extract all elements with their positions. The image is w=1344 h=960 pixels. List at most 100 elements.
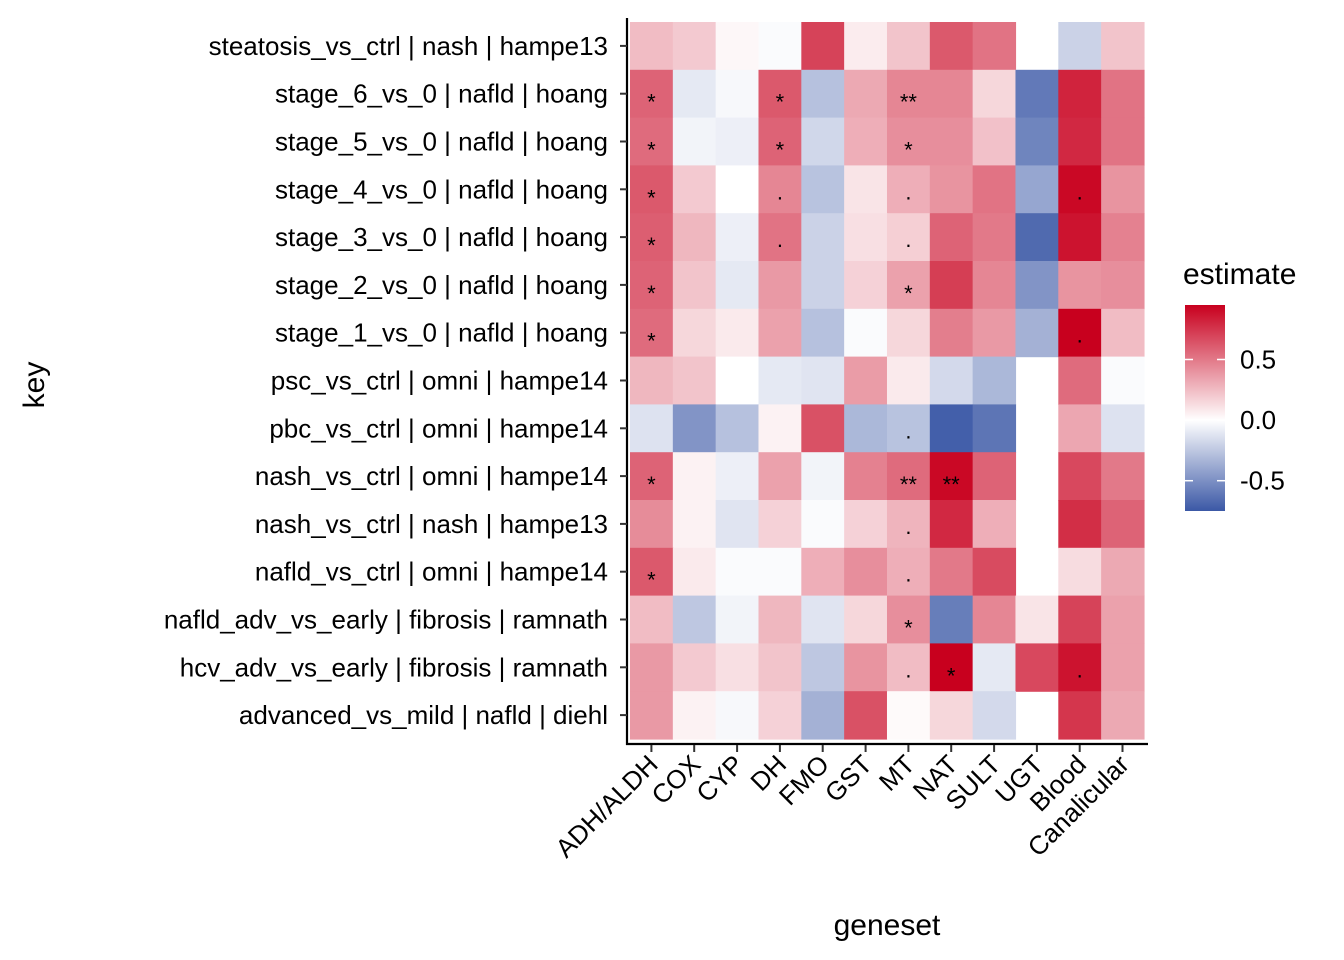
legend-tick-label: 0.0 <box>1240 405 1276 435</box>
heatmap-cell <box>886 691 931 740</box>
heatmap-cell <box>1058 691 1102 740</box>
heatmap-cell <box>672 404 717 453</box>
heatmap-cell <box>1058 643 1102 692</box>
heatmap-cell <box>630 691 674 740</box>
heatmap-cell <box>1015 643 1059 692</box>
heatmap-cell <box>758 404 802 453</box>
legend-colorbar <box>1185 305 1225 511</box>
significance-mark: * <box>904 138 913 163</box>
heatmap-cell <box>844 22 888 71</box>
significance-mark: * <box>647 329 656 354</box>
heatmap-cell <box>758 261 802 310</box>
heatmap-cell <box>672 308 717 358</box>
significance-mark: * <box>947 663 956 688</box>
y-tick-label: advanced_vs_mild | nafld | diehl <box>239 700 608 730</box>
significance-marks: * * *** * **.. .*. .* ** ..* ** **.* .*. *. <box>647 90 1083 689</box>
heatmap-cell <box>844 452 888 501</box>
heatmap-cell <box>758 22 802 71</box>
heatmap-cell <box>672 595 717 644</box>
heatmap-cell <box>801 356 845 405</box>
heatmap-cell <box>972 500 1017 549</box>
heatmap-cell <box>972 643 1017 692</box>
significance-mark: * <box>904 281 913 306</box>
heatmap-cell <box>972 595 1017 644</box>
heatmap-cell <box>758 165 802 214</box>
y-tick-label: stage_2_vs_0 | nafld | hoang <box>275 270 608 300</box>
heatmap-cell <box>801 117 845 166</box>
significance-mark: . <box>1077 179 1083 204</box>
heatmap-cell <box>801 547 845 597</box>
heatmap-cell <box>801 165 845 214</box>
heatmap-cell <box>758 643 802 692</box>
heatmap-cell <box>630 452 674 501</box>
heatmap-cell <box>801 213 845 262</box>
heatmap-cell <box>630 308 674 358</box>
heatmap-cell <box>929 452 974 501</box>
significance-mark: . <box>905 657 911 682</box>
y-tick-label: nafld_vs_ctrl | omni | hampe14 <box>255 557 608 587</box>
heatmap-cell <box>715 22 760 71</box>
heatmap-cell <box>758 500 802 549</box>
significance-mark: . <box>905 418 911 443</box>
heatmap-cell <box>1101 500 1145 549</box>
heatmap-cell <box>844 117 888 166</box>
heatmap-cell <box>1015 69 1059 119</box>
heatmap-cell <box>1058 547 1102 597</box>
heatmap-cell <box>886 213 931 262</box>
heatmap-cell <box>630 643 674 692</box>
heatmap-cell <box>1101 452 1145 501</box>
significance-mark: ** <box>900 472 918 497</box>
heatmap-cell <box>972 69 1017 119</box>
heatmap-cell <box>886 22 931 71</box>
heatmap-cell <box>630 500 674 549</box>
legend-tick-label: 0.5 <box>1240 345 1276 375</box>
heatmap-cell <box>1058 452 1102 501</box>
heatmap-cell <box>972 404 1017 453</box>
heatmap-cell <box>1058 22 1102 71</box>
heatmap-cell <box>758 213 802 262</box>
heatmap-cell <box>844 308 888 358</box>
legend-tick-label: -0.5 <box>1240 466 1285 496</box>
heatmap-cell <box>929 308 974 358</box>
heatmap-cell <box>929 404 974 453</box>
heatmap-cell <box>886 643 931 692</box>
y-tick-label: stage_4_vs_0 | nafld | hoang <box>275 174 608 204</box>
heatmap-cell <box>715 117 760 166</box>
heatmap-cell <box>886 500 931 549</box>
heatmap-cell <box>630 547 674 597</box>
heatmap-cell <box>972 22 1017 71</box>
heatmap-cell <box>672 261 717 310</box>
heatmap-cell <box>630 213 674 262</box>
heatmap-cell <box>715 452 760 501</box>
heatmap-cell <box>801 22 845 71</box>
significance-mark: . <box>777 227 783 252</box>
heatmap-cell <box>1015 261 1059 310</box>
heatmap-cell <box>715 213 760 262</box>
x-axis-ticks: ADH/ALDHCOXCYPDHFMOGSTMTNATSULTUGTBloodC… <box>549 745 1135 863</box>
heatmap-cell <box>630 165 674 214</box>
heatmap-cell <box>929 22 974 71</box>
significance-mark: ** <box>900 90 918 115</box>
x-tick-label: ADH/ALDH <box>549 749 663 863</box>
significance-mark: * <box>647 90 656 115</box>
y-tick-label: stage_5_vs_0 | nafld | hoang <box>275 127 608 157</box>
heatmap-cell <box>972 452 1017 501</box>
y-tick-label: steatosis_vs_ctrl | nash | hampe13 <box>209 31 608 61</box>
heatmap-cell <box>1058 165 1102 214</box>
heatmap-cell <box>844 261 888 310</box>
heatmap-cell <box>844 356 888 405</box>
heatmap-cell <box>801 500 845 549</box>
heatmap-cell <box>1101 356 1145 405</box>
heatmap-cell <box>929 117 974 166</box>
heatmap-cell <box>929 500 974 549</box>
heatmap-cell <box>801 643 845 692</box>
heatmap-cell <box>929 356 974 405</box>
significance-mark: . <box>905 179 911 204</box>
heatmap-cell <box>1101 643 1145 692</box>
significance-mark: . <box>1077 657 1083 682</box>
heatmap-cell <box>844 404 888 453</box>
heatmap-cell <box>972 356 1017 405</box>
heatmap-cell <box>801 404 845 453</box>
heatmap-cell <box>1101 308 1145 358</box>
heatmap-cell <box>1058 213 1102 262</box>
